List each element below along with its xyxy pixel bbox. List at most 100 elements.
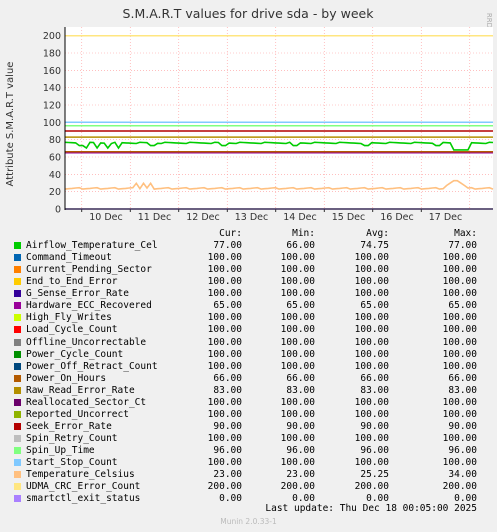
legend-swatch xyxy=(14,386,21,394)
legend-avg-value: 90.00 xyxy=(360,421,389,433)
legend-max-value: 65.00 xyxy=(448,300,477,312)
legend-min-value: 65.00 xyxy=(286,300,315,312)
legend-series-name: Spin_Up_Time xyxy=(26,445,95,457)
legend-avg-value: 100.00 xyxy=(354,252,389,264)
legend-swatch xyxy=(14,326,21,334)
legend-series-name: G_Sense_Error_Rate xyxy=(26,288,129,300)
legend-avg-value: 100.00 xyxy=(354,348,389,360)
legend-row: Spin_Up_Time 96.00 96.00 96.00 96.00 xyxy=(0,445,497,457)
header-cur: Cur: xyxy=(219,228,242,239)
legend-cur-value: 100.00 xyxy=(207,396,242,408)
x-tick-label: 17 Dec xyxy=(429,212,463,223)
legend-row: End_to_End_Error 100.00 100.00 100.00 100.00 xyxy=(0,276,497,288)
legend-avg-value: 200.00 xyxy=(354,481,389,493)
legend-min-value: 100.00 xyxy=(280,360,315,372)
legend-series-name: Raw_Read_Error_Rate xyxy=(26,384,135,396)
legend-series-name: Airflow_Temperature_Cel xyxy=(26,240,158,251)
legend-max-value: 96.00 xyxy=(448,445,477,457)
legend-series-name: Temperature_Celsius xyxy=(26,469,135,481)
legend-max-value: 100.00 xyxy=(442,408,477,420)
plot-area xyxy=(65,27,493,210)
legend-swatch xyxy=(14,471,21,479)
last-update: Last update: Thu Dec 18 00:05:00 2025 xyxy=(265,503,477,514)
legend-max-value: 100.00 xyxy=(442,252,477,264)
legend-avg-value: 100.00 xyxy=(354,396,389,408)
legend-row: Hardware_ECC_Recovered 65.00 65.00 65.00 65.… xyxy=(0,300,497,312)
legend-max-value: 100.00 xyxy=(442,288,477,300)
legend-cur-value: 90.00 xyxy=(213,421,242,433)
legend-row: Current_Pending_Sector 100.00 100.00 100.00… xyxy=(0,264,497,276)
legend-avg-value: 100.00 xyxy=(354,457,389,469)
legend-row: Seek_Error_Rate 90.00 90.00 90.00 90.00 xyxy=(0,421,497,433)
legend-header: Cur: Min: Avg: Max: xyxy=(0,228,497,240)
legend-cur-value: 96.00 xyxy=(213,445,242,457)
legend-avg-value: 100.00 xyxy=(354,324,389,336)
y-tick-label: 100 xyxy=(43,118,61,129)
y-tick-label: 20 xyxy=(49,187,61,198)
legend-max-value: 100.00 xyxy=(442,276,477,288)
legend-avg-value: 65.00 xyxy=(360,300,389,312)
legend-swatch xyxy=(14,338,21,346)
legend-row: Power_On_Hours 66.00 66.00 66.00 66.00 xyxy=(0,373,497,385)
legend-avg-value: 83.00 xyxy=(360,384,389,396)
legend-max-value: 0.00 xyxy=(454,493,477,505)
series-line-airflow-temperature-cel xyxy=(64,141,494,151)
legend-cur-value: 100.00 xyxy=(207,457,242,469)
chart: S.M.A.R.T values for drive sda - by week… xyxy=(5,6,494,223)
legend-row: Command_Timeout 100.00 100.00 100.00 100.00 xyxy=(0,252,497,264)
x-tick-label: 15 Dec xyxy=(332,212,366,223)
legend-min-value: 100.00 xyxy=(280,276,315,288)
legend-max-value: 100.00 xyxy=(442,457,477,469)
legend-min-value: 100.00 xyxy=(280,336,315,348)
legend-cur-value: 100.00 xyxy=(207,433,242,445)
legend-avg-value: 100.00 xyxy=(354,312,389,324)
legend-max-value: 100.00 xyxy=(442,396,477,408)
legend-row: Start_Stop_Count 100.00 100.00 100.00 100.00 xyxy=(0,457,497,469)
y-tick-label: 0 xyxy=(55,205,61,216)
legend-series-name: Reported_Uncorrect xyxy=(26,408,129,420)
legend-series-name: End_to_End_Error xyxy=(26,276,118,288)
legend-series-name: Power_On_Hours xyxy=(26,372,107,384)
legend-cur-value: 100.00 xyxy=(207,312,242,324)
legend-min-value: 83.00 xyxy=(286,384,315,396)
legend-swatch xyxy=(14,398,21,406)
y-tick-label: 140 xyxy=(43,83,61,94)
legend-max-value: 34.00 xyxy=(448,469,477,481)
legend-max-value: 200.00 xyxy=(442,481,477,493)
legend-swatch xyxy=(14,242,21,249)
y-axis-label: Attribute S.M.A.R.T value xyxy=(5,62,16,187)
legend-avg-value: 100.00 xyxy=(354,264,389,276)
legend-series-name: UDMA_CRC_Error_Count xyxy=(26,481,141,493)
legend-avg-value: 66.00 xyxy=(360,372,389,384)
y-tick-label: 60 xyxy=(49,153,61,164)
legend-min-value: 100.00 xyxy=(280,324,315,336)
legend-row: Offline_Uncorrectable 100.00 100.00 100.00 1… xyxy=(0,337,497,349)
legend-series-name: Start_Stop_Count xyxy=(26,457,118,469)
legend-row: Raw_Read_Error_Rate 83.00 83.00 83.00 83.00 xyxy=(0,385,497,397)
legend-avg-value: 100.00 xyxy=(354,288,389,300)
y-tick-label: 180 xyxy=(43,49,61,60)
legend-cur-value: 66.00 xyxy=(213,372,242,384)
legend-max-value: 100.00 xyxy=(442,348,477,360)
legend-series-name: Power_Cycle_Count xyxy=(26,348,124,360)
header-min: Min: xyxy=(292,228,315,239)
legend-avg-value: 25.25 xyxy=(360,469,389,481)
legend-max-value: 77.00 xyxy=(448,240,477,251)
header-avg: Avg: xyxy=(366,228,389,239)
chart-title: S.M.A.R.T values for drive sda - by week xyxy=(123,6,375,21)
series-line-temperature-celsius xyxy=(64,179,494,191)
legend-swatch xyxy=(14,374,21,382)
legend-row: Temperature_Celsius 23.00 23.00 25.25 34.00 xyxy=(0,469,497,481)
legend-row: Reallocated_Sector_Ct 100.00 100.00 100.00 1… xyxy=(0,397,497,409)
legend-cur-value: 100.00 xyxy=(207,252,242,264)
legend-max-value: 90.00 xyxy=(448,421,477,433)
legend-avg-value: 100.00 xyxy=(354,336,389,348)
y-ticks: 0 20 40 60 80 100 120 140 160 180 200 xyxy=(43,31,61,215)
legend-avg-value: 100.00 xyxy=(354,433,389,445)
legend-series-name: Hardware_ECC_Recovered xyxy=(26,300,152,312)
legend-series-name: Power_Off_Retract_Count xyxy=(26,360,158,372)
x-tick-label: 11 Dec xyxy=(138,212,172,223)
legend-swatch xyxy=(14,435,21,443)
x-ticks: 10 Dec 11 Dec 12 Dec 13 Dec 14 Dec 15 Dec 16 D… xyxy=(81,209,463,223)
legend-swatch xyxy=(14,495,21,503)
